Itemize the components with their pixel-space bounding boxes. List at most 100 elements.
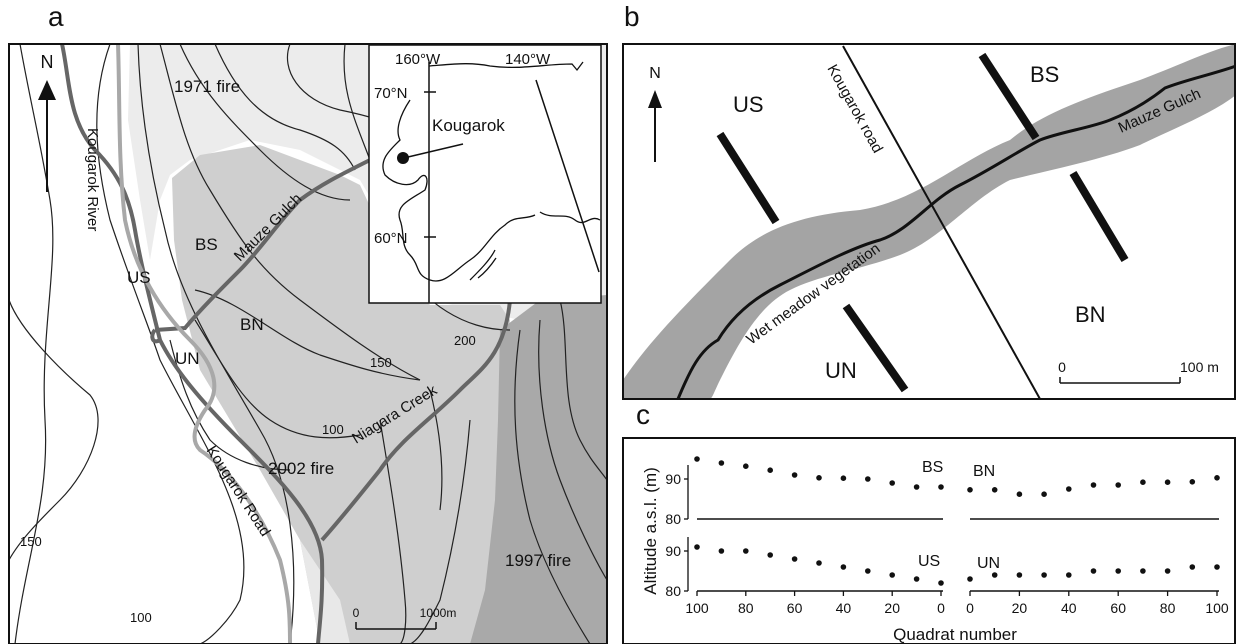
x-tick-label: 80 [738,600,754,616]
kougarok-river [60,44,325,644]
data-point-bs [816,475,822,481]
y-tick-label: 90 [665,543,681,559]
x-tick-label: 100 [1205,600,1229,616]
data-point-bn [991,487,998,493]
scale-b-start: 0 [1058,359,1066,375]
data-point-bs [865,476,871,482]
x-tick-label: 80 [1160,600,1176,616]
transect-us [716,131,780,225]
data-point-us [889,572,895,578]
data-point-bn [1164,479,1171,486]
scale-bar-b [1059,377,1181,384]
data-point-un [1115,568,1121,574]
data-point-un [1090,568,1097,574]
fire-1997-area [470,295,607,644]
data-point-un [1164,568,1171,574]
fire-1971-label: 1971 fire [174,77,240,96]
fire-1997-label: 1997 fire [505,551,571,570]
contour-label-200: 200 [454,333,476,348]
panel-b-letter: b [624,1,640,32]
data-point-bs [743,463,749,470]
x-tick-label: 0 [937,600,945,616]
mauze-gulch-creek-b [676,64,1236,399]
data-point-us [938,580,944,586]
data-point-bs [767,467,773,474]
y-axis-label: Altitude a.s.l. (m) [641,467,660,595]
data-point-un [967,576,973,582]
sublabel-bs: BS [922,459,943,476]
data-point-un [1214,564,1220,570]
data-point-un [1016,572,1023,578]
data-point-un [1066,572,1072,578]
data-point-bs [840,475,847,482]
data-point-bs [791,472,798,478]
x-tick-label: 0 [966,600,974,616]
contour-label-100: 100 [322,422,344,437]
x-tick-label: 40 [1061,600,1077,616]
sublabel-us: US [918,553,940,570]
north-arrow [38,80,56,192]
north-label-b: N [649,65,661,82]
data-point-un [1041,572,1047,578]
site-un-label: UN [175,349,200,368]
data-point-us [913,576,920,582]
contour-label-150: 150 [370,355,392,370]
x-tick-label: 100 [685,600,709,616]
data-point-us [718,548,725,554]
panel-a: a [8,1,608,644]
inset-lat-70: 70°N [374,85,408,102]
inset-kougarok-label: Kougarok [432,116,505,135]
data-point-bn [967,487,973,493]
data-point-un [1140,568,1146,574]
data-point-us [743,548,749,554]
scale-bar-a [355,622,437,630]
wet-meadow-area [623,44,1236,399]
data-point-us [865,568,871,574]
transect-bn [1069,170,1129,263]
data-point-us [816,560,822,566]
inset-lon-140: 140°W [505,51,551,68]
y-tick-label: 80 [665,583,681,599]
data-point-bn [1189,479,1196,485]
data-point-bs [938,484,944,490]
panel-c-letter: c [636,399,650,430]
data-point-bn [1041,491,1047,498]
transect-bs [978,52,1040,141]
panel-b: b N US BS UN BN Kougarok road [622,1,1236,400]
fire-2002-label: 2002 fire [268,459,334,478]
site-un-label-b: UN [825,358,857,383]
data-point-un [991,572,998,578]
transect-un [842,303,909,393]
x-tick-label: 60 [1110,600,1126,616]
kougarok-road [116,44,292,644]
data-point-us [767,552,773,558]
site-bn-label-b: BN [1075,302,1106,327]
data-point-us [791,556,798,562]
contour-label-150-left: 150 [20,534,42,549]
site-bn-label: BN [240,315,264,334]
y-tick-label: 80 [665,511,681,527]
contour-label-100-bottom: 100 [130,610,152,625]
data-point-bs [694,456,700,462]
site-us-label: US [127,268,151,287]
site-bs-label-b: BS [1030,62,1059,87]
contour-lines [9,44,607,644]
scale-a-start: 0 [353,606,360,620]
panel-b-map: N US BS UN BN Kougarok road Mauze Gulch … [623,44,1236,399]
x-tick-label: 60 [787,600,803,616]
data-point-us [694,544,700,550]
panel-a-letter: a [48,1,64,32]
kougarok-river-label: Kougarok River [84,128,101,231]
y-tick-label: 90 [665,471,681,487]
north-label: N [41,52,54,72]
north-arrow-b [648,90,662,162]
inset-lon-160: 160°W [395,51,441,68]
site-us-label-b: US [733,92,764,117]
sublabel-bn: BN [973,463,995,480]
data-point-bn [1140,479,1146,486]
x-axis-label: Quadrat number [893,625,1017,644]
data-point-bn [1115,482,1121,488]
data-point-bs [889,480,895,486]
